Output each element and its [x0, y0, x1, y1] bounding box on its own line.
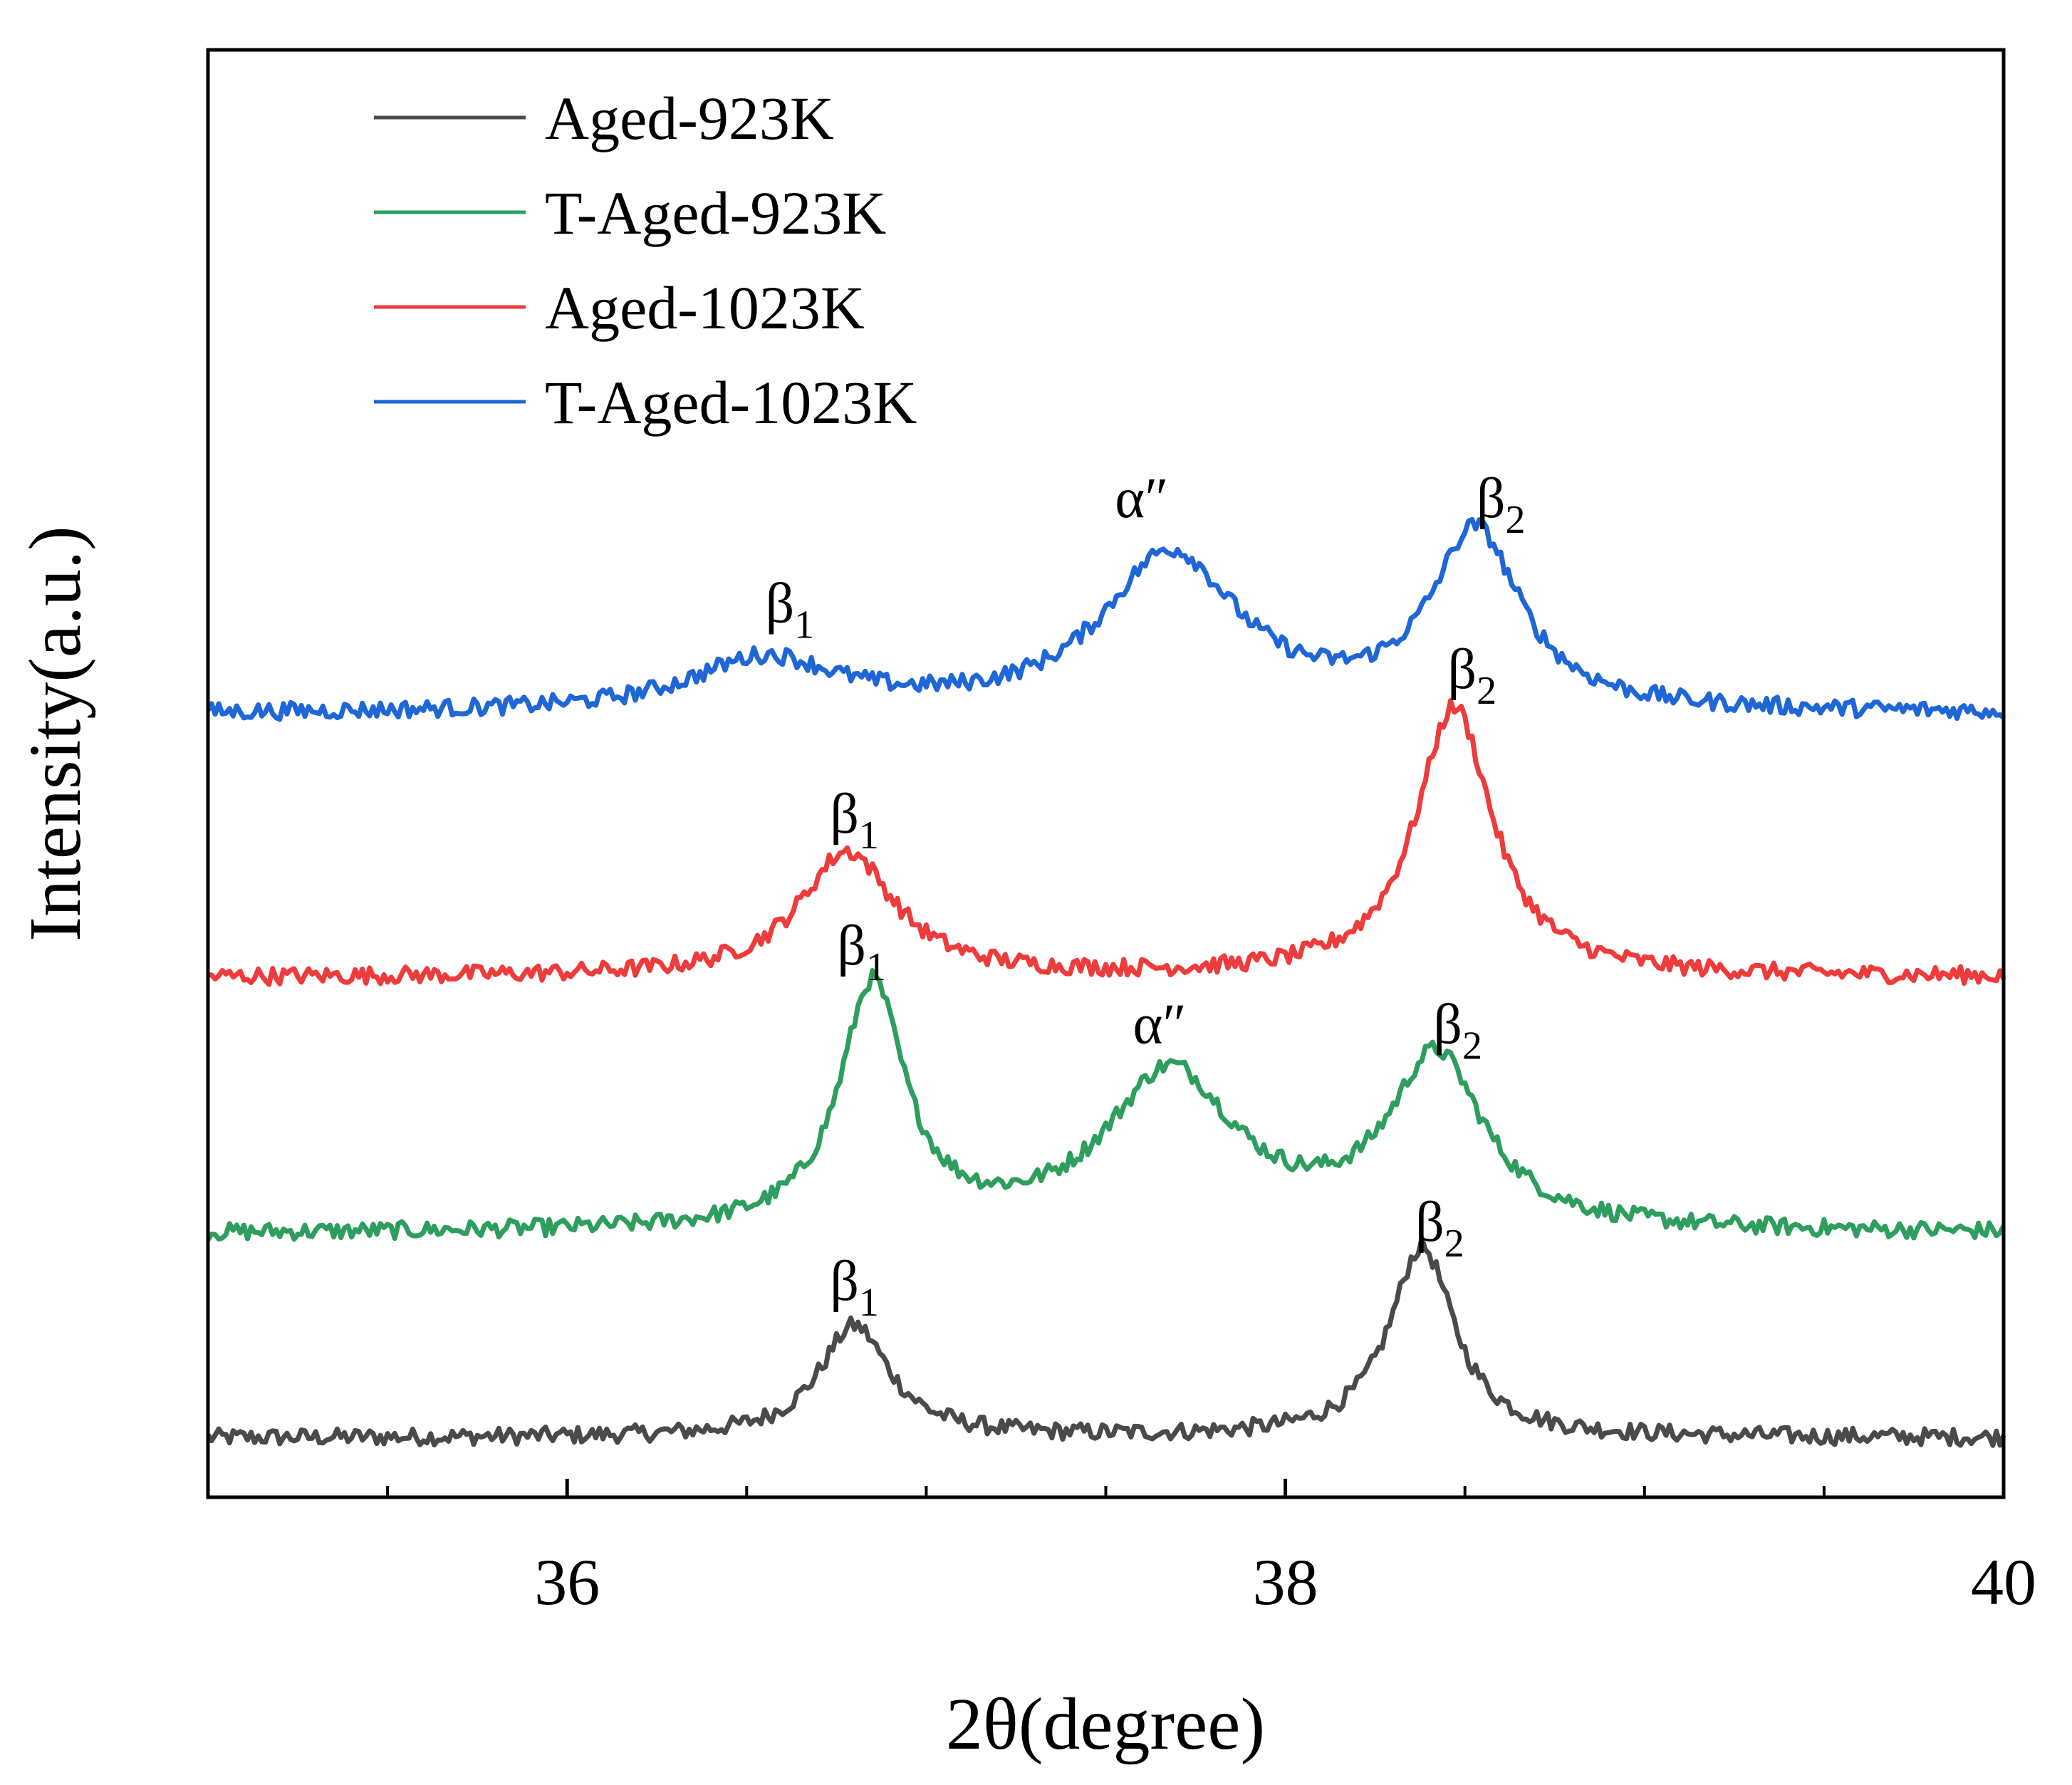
x-tick-label: 40 [1971, 1546, 2036, 1618]
series-line-t-aged-923k [206, 968, 2006, 1242]
peak-label: β1 [765, 573, 814, 647]
x-axis-ticks [386, 1479, 2006, 1497]
series-line-aged-923k [205, 1235, 2006, 1448]
peak-label: β1 [830, 1250, 879, 1325]
series-line-aged-1023k [207, 698, 2006, 987]
series-line-t-aged-1023k [205, 516, 2006, 722]
x-tick-label: 36 [534, 1546, 600, 1618]
peak-label: β1 [837, 915, 886, 989]
peak-label: β1 [830, 783, 879, 858]
y-axis-title: Intensity(a.u.) [14, 526, 96, 941]
peak-label: β2 [1415, 1191, 1464, 1266]
peak-label: α″ [1133, 994, 1187, 1056]
legend-label: T-Aged-923K [545, 179, 886, 247]
legend-label: Aged-923K [545, 84, 834, 152]
legend-label: Aged-1023K [545, 274, 865, 342]
legend-label: T-Aged-1023K [545, 368, 917, 437]
peak-label: α″ [1115, 467, 1168, 530]
peak-label: β2 [1477, 467, 1526, 542]
peak-label: β2 [1447, 638, 1496, 713]
x-axis-title: 2θ(degree) [946, 1683, 1265, 1765]
x-tick-label: 38 [1253, 1546, 1318, 1618]
legend: Aged-923K T-Aged-923K Aged-1023K T-Aged-102… [374, 84, 917, 437]
series-layer [205, 516, 2006, 1448]
x-axis-tick-labels: 36 38 40 [534, 1546, 2036, 1618]
plot-frame [206, 48, 2006, 1499]
